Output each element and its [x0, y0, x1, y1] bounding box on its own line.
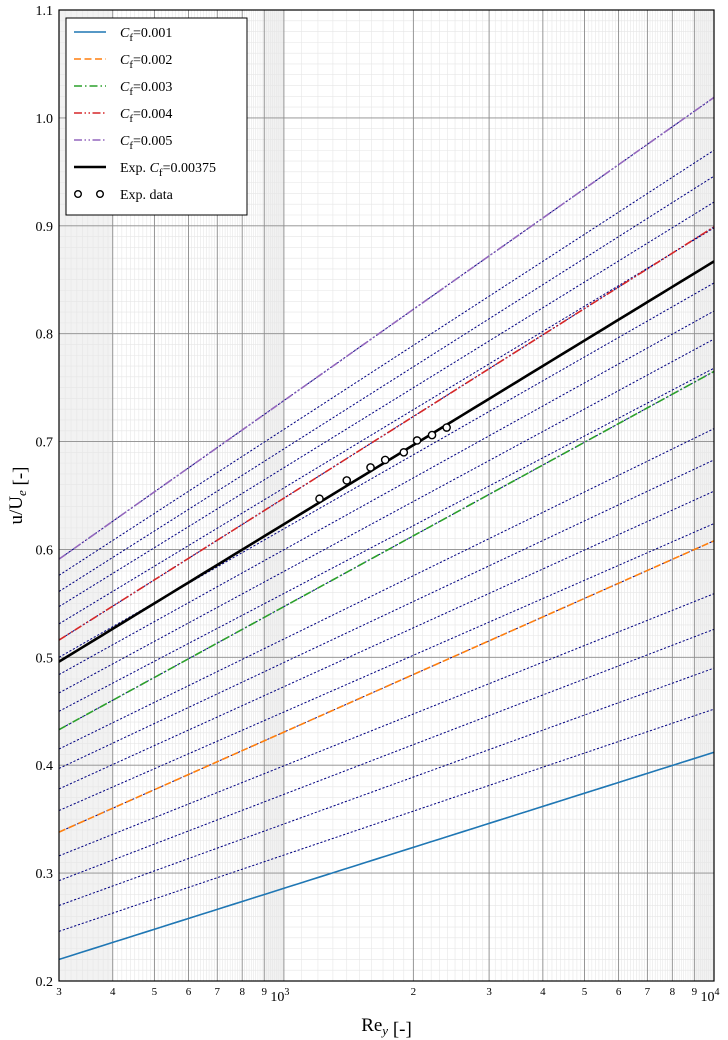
axis-labels: Rey [-] u/Ue [-]	[6, 466, 412, 1040]
series-line-2	[59, 370, 714, 731]
y-tick-label-4: 0.6	[36, 543, 54, 558]
x-tick-label-5: 8	[239, 986, 245, 998]
legend-marker-a	[73, 189, 82, 198]
exp-data-point-3	[380, 455, 390, 465]
y-tick-label-6: 0.8	[36, 328, 54, 343]
grid-curve-4	[59, 593, 714, 857]
y-tick-label-5: 0.7	[36, 436, 54, 451]
series-line-3	[59, 226, 714, 641]
x-tick-label-7: 103	[270, 987, 289, 1005]
y-tick-label-3: 0.5	[36, 651, 54, 666]
plot-frame	[58, 9, 715, 982]
legend-label-4: Cf=0.005	[120, 134, 172, 152]
x-tick-label-11: 5	[582, 986, 588, 998]
y-tick-label-1: 0.3	[36, 867, 54, 882]
exp-data-point-6	[427, 430, 437, 440]
x-tick-label-14: 8	[670, 986, 676, 998]
grid-curve-17	[59, 201, 714, 608]
grid-curve-16	[59, 227, 714, 625]
y-axis-label: u/Ue [-]	[6, 466, 31, 524]
exp-data-point-0	[315, 494, 324, 504]
grid-curve-2	[59, 667, 714, 906]
x-tick-label-9: 3	[486, 986, 492, 998]
legend-label-1: Cf=0.002	[120, 53, 172, 71]
grid-curve-19	[59, 149, 714, 576]
series-line-4	[59, 96, 714, 560]
series-line-0	[59, 751, 714, 961]
legend-label-exp-data: Exp. data	[120, 188, 174, 203]
exp-data-point-2	[366, 463, 375, 472]
legend-label-3: Cf=0.004	[120, 107, 172, 125]
grid-curve-12	[59, 338, 714, 694]
x-tick-label-13: 7	[645, 986, 651, 998]
grid-curve-15	[59, 226, 714, 641]
x-tick-label-4: 7	[215, 986, 221, 998]
legend-label-0: Cf=0.001	[120, 26, 172, 44]
grid-curve-9	[59, 428, 714, 750]
legend-label-5: Exp. Cf=0.00375	[120, 161, 216, 179]
grid-curve-11	[59, 367, 714, 712]
x-tick-label-0: 3	[56, 986, 62, 998]
x-tick-label-2: 5	[152, 986, 158, 998]
legend-label-2: Cf=0.003	[120, 80, 172, 98]
grid-curve-7	[59, 490, 714, 790]
grid-curve-8	[59, 459, 714, 769]
exp-data-point-1	[342, 476, 352, 485]
grid-curve-18	[59, 175, 714, 592]
y-tick-label-8: 1.0	[36, 112, 54, 127]
x-tick-label-3: 6	[186, 986, 192, 998]
exp-data-points	[315, 423, 451, 504]
grid-curve-13	[59, 310, 714, 676]
y-tick-labels: 0.2 0.3 0.4 0.5 0.6 0.7 0.8 0.9 1.0 1.1	[36, 4, 54, 990]
x-tick-label-1: 4	[110, 986, 116, 998]
y-tick-label-9: 1.1	[36, 4, 54, 19]
grid-curve-5	[59, 540, 714, 833]
x-tick-label-12: 6	[616, 986, 622, 998]
exp-data-point-4	[399, 448, 409, 457]
x-tick-label-15: 9	[692, 986, 698, 998]
grid-curve-3	[59, 628, 714, 882]
legend: Cf=0.001 Cf=0.002 Cf=0.003 Cf=0.004 Cf=0.005…	[65, 17, 248, 216]
x-axis-label: Rey [-]	[361, 1015, 412, 1040]
x-tick-label-8: 2	[411, 986, 417, 998]
x-tick-label-10: 4	[540, 986, 546, 998]
legend-box	[65, 17, 248, 216]
exp-data-point-5	[412, 436, 422, 445]
x-tick-labels: 3 4 5 6 7 8 9 103 2 3 4 5 6 7 8 9 104	[56, 986, 719, 1005]
series-line-1	[59, 540, 714, 833]
grid-curve-6	[59, 523, 714, 811]
grid-curve-1	[59, 708, 714, 932]
x-tick-label-6: 9	[261, 986, 267, 998]
x-tick-label-16: 104	[701, 987, 720, 1005]
exp-data-point-7	[442, 423, 451, 432]
y-tick-label-7: 0.9	[36, 220, 54, 235]
legend-marker-b	[95, 189, 104, 198]
y-tick-label-2: 0.4	[36, 759, 54, 774]
y-tick-label-0: 0.2	[36, 975, 54, 990]
